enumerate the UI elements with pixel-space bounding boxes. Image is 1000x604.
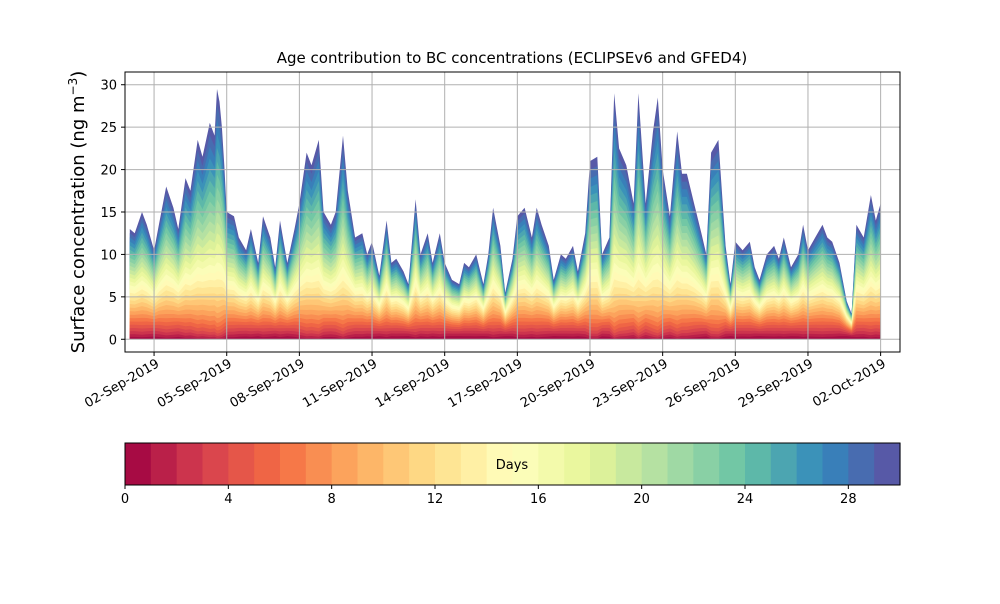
colorbar-segment (460, 443, 488, 485)
x-tick-label: 02-Oct-2019 (810, 356, 888, 410)
colorbar-segment (228, 443, 255, 485)
y-axis-label: Surface concentration (ng m−3) (66, 71, 89, 354)
colorbar-segment (796, 443, 824, 485)
colorbar-segment (822, 443, 849, 485)
x-tick-label: 29-Sep-2019 (736, 356, 816, 411)
colorbar-segment (512, 443, 539, 485)
colorbar-label: Days (496, 458, 529, 473)
colorbar-ticks: 0 4 8 12 16 20 24 28 (121, 485, 857, 507)
x-tick-label: 17-Sep-2019 (446, 356, 526, 411)
colorbar-segment (719, 443, 746, 485)
y-tick-label: 0 (109, 333, 117, 348)
colorbar-segment (564, 443, 591, 485)
colorbar-tick-label: 28 (840, 492, 857, 507)
colorbar-segment (693, 443, 720, 485)
y-tick-label: 30 (100, 79, 117, 94)
colorbar-segment (357, 443, 384, 485)
colorbar-tick-label: 16 (530, 492, 547, 507)
y-tick-label: 10 (100, 248, 117, 263)
colorbar-segment (254, 443, 281, 485)
y-tick-label: 5 (109, 291, 117, 306)
colorbar-segment (745, 443, 772, 485)
colorbar-segment (486, 443, 514, 485)
y-axis-label-main: Surface concentration (ng m (68, 95, 89, 353)
y-tick-label: 25 (100, 121, 117, 136)
y-axis: 0 5 10 15 20 25 30 (100, 79, 125, 348)
colorbar-tick-label: 12 (427, 492, 444, 507)
colorbar-segment (435, 443, 462, 485)
colorbar-segment (590, 443, 617, 485)
colorbar-segment (176, 443, 204, 485)
x-tick-label: 11-Sep-2019 (300, 356, 380, 411)
colorbar-segment (383, 443, 410, 485)
grid-lines (125, 72, 900, 352)
colorbar-segment (848, 443, 875, 485)
colorbar-segment (538, 443, 565, 485)
colorbar-segment (150, 443, 178, 485)
colorbar-segment (331, 443, 359, 485)
colorbar-segment (202, 443, 229, 485)
colorbar (125, 443, 901, 485)
colorbar-tick-label: 0 (121, 492, 129, 507)
stacked-area-layers (129, 89, 881, 340)
y-axis-label-close: ) (68, 71, 89, 78)
y-tick-label: 20 (100, 164, 117, 179)
x-axis: 02-Sep-201905-Sep-201908-Sep-201911-Sep-… (82, 352, 889, 411)
colorbar-tick-label: 24 (737, 492, 754, 507)
x-tick-label: 08-Sep-2019 (228, 356, 308, 411)
colorbar-segment (280, 443, 307, 485)
x-tick-label: 26-Sep-2019 (663, 356, 743, 411)
x-tick-label: 05-Sep-2019 (155, 356, 235, 411)
x-tick-label: 02-Sep-2019 (82, 356, 162, 411)
x-tick-label: 23-Sep-2019 (591, 356, 671, 411)
colorbar-segment (615, 443, 643, 485)
age-layer-0 (129, 336, 881, 340)
colorbar-segment (125, 443, 152, 485)
colorbar-tick-label: 8 (328, 492, 336, 507)
colorbar-segment (409, 443, 436, 485)
x-tick-label: 20-Sep-2019 (518, 356, 598, 411)
svg-text:Surface concentration (ng m−3): Surface concentration (ng m−3) (66, 71, 89, 354)
x-tick-label: 14-Sep-2019 (373, 356, 453, 411)
y-axis-label-exponent: −3 (66, 78, 80, 96)
colorbar-segment (667, 443, 694, 485)
colorbar-segment (874, 443, 901, 485)
colorbar-segment (305, 443, 333, 485)
colorbar-segment (770, 443, 798, 485)
colorbar-tick-label: 4 (224, 492, 232, 507)
colorbar-segment (641, 443, 669, 485)
chart-title: Age contribution to BC concentrations (E… (277, 49, 748, 67)
colorbar-tick-label: 20 (633, 492, 650, 507)
colorbar-frame (124, 442, 901, 486)
y-tick-label: 15 (100, 206, 117, 221)
